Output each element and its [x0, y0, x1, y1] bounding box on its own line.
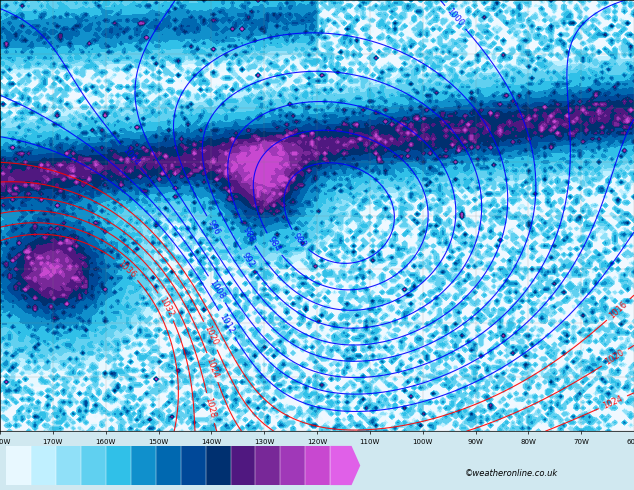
Bar — [156, 446, 181, 485]
Text: 1036: 1036 — [115, 259, 138, 280]
Text: 1032: 1032 — [157, 295, 175, 318]
Text: 992: 992 — [240, 251, 257, 270]
Bar — [305, 446, 330, 485]
Text: 1020: 1020 — [202, 324, 219, 347]
Text: 1012: 1012 — [217, 313, 236, 336]
Bar — [181, 446, 205, 485]
Bar — [205, 446, 231, 485]
Text: 1024: 1024 — [205, 356, 220, 379]
Text: 1004: 1004 — [120, 145, 141, 167]
Bar — [31, 446, 56, 485]
Bar — [131, 446, 156, 485]
Polygon shape — [330, 446, 360, 485]
Text: 996: 996 — [205, 218, 221, 236]
Bar — [81, 446, 106, 485]
Bar — [256, 446, 280, 485]
Bar — [231, 446, 256, 485]
Text: 1028: 1028 — [204, 397, 217, 419]
Bar — [6, 446, 31, 485]
Text: 988: 988 — [240, 225, 256, 244]
Bar — [56, 446, 81, 485]
Text: 980: 980 — [291, 231, 308, 249]
Text: 1008: 1008 — [207, 278, 226, 301]
Text: 1024: 1024 — [602, 394, 624, 411]
Bar — [106, 446, 131, 485]
Text: ©weatheronline.co.uk: ©weatheronline.co.uk — [465, 469, 558, 478]
Text: 984: 984 — [266, 235, 282, 254]
Text: 1016: 1016 — [607, 299, 630, 320]
Text: 1020: 1020 — [604, 348, 626, 367]
Bar — [280, 446, 305, 485]
Text: 1000: 1000 — [445, 6, 465, 28]
